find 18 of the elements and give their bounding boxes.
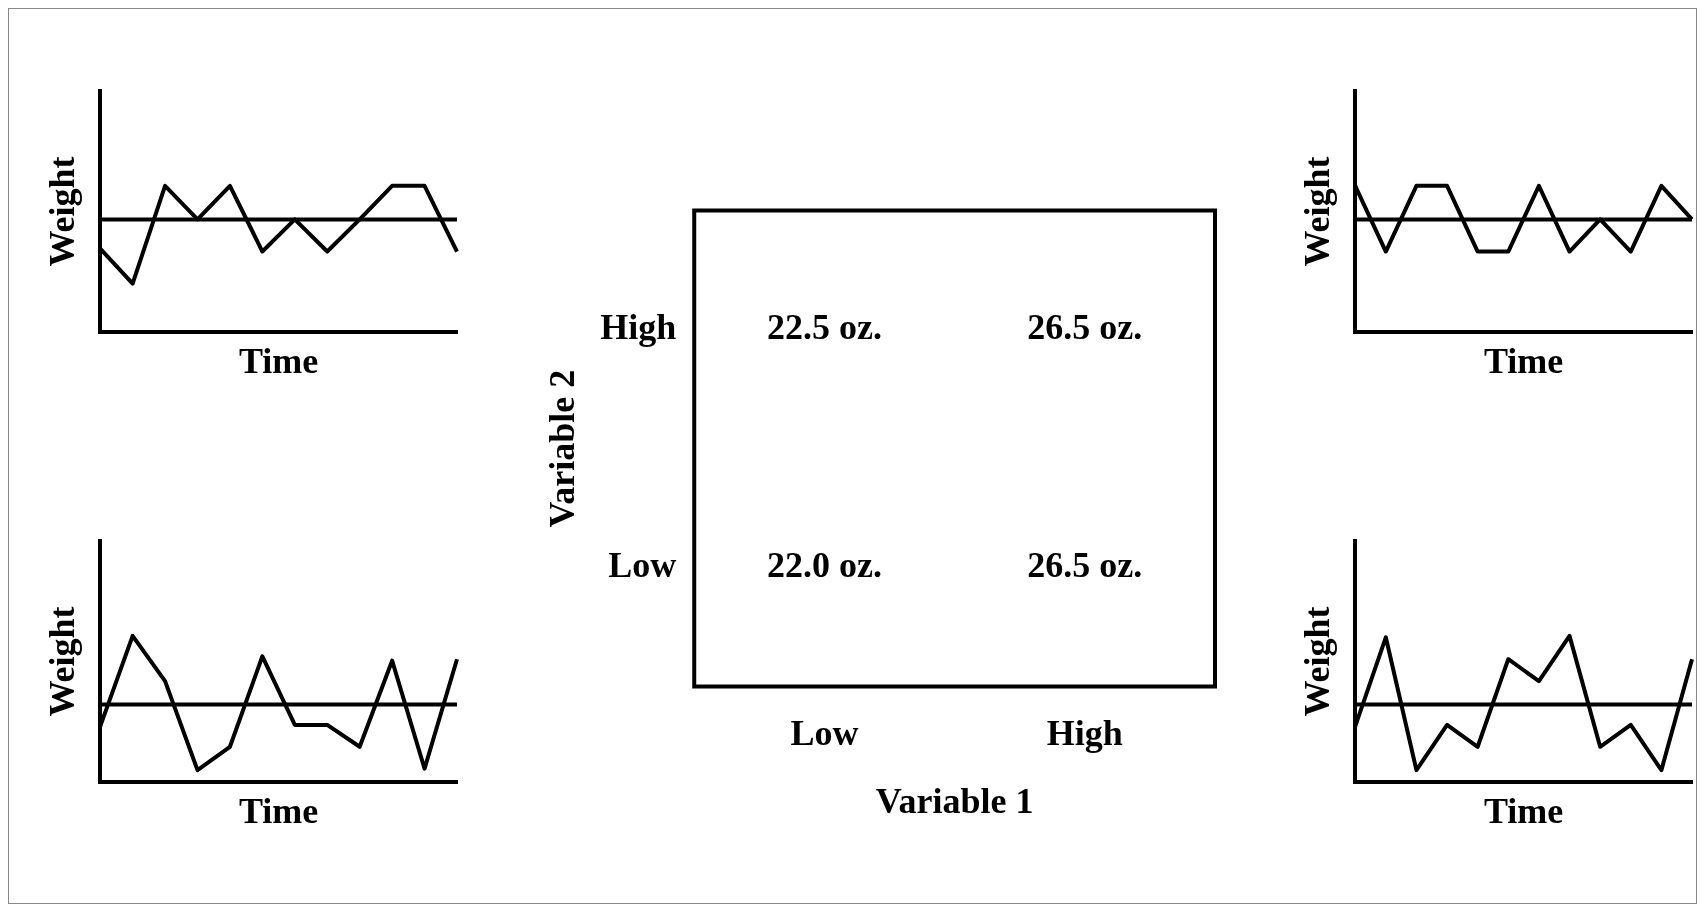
y-axis-title: Weight bbox=[1296, 606, 1337, 717]
text: Variable 1 bbox=[875, 780, 1034, 821]
category-label: High bbox=[600, 306, 677, 347]
category-label: Low bbox=[790, 713, 859, 754]
y-axis-title: Weight bbox=[41, 606, 82, 717]
text: 22.5 oz. bbox=[766, 306, 882, 347]
y-axis-title: Weight bbox=[1296, 156, 1337, 267]
category-label: High bbox=[1046, 713, 1123, 754]
x-axis-title: Time bbox=[238, 340, 319, 381]
category-label: Low bbox=[608, 544, 677, 585]
text: 26.5 oz. bbox=[1027, 306, 1143, 347]
x-axis-title: Time bbox=[1483, 790, 1564, 831]
x-axis-title: Time bbox=[238, 790, 319, 831]
text: 22.0 oz. bbox=[766, 544, 882, 585]
y-axis-title: Weight bbox=[41, 156, 82, 267]
x-axis-title: Time bbox=[1483, 340, 1564, 381]
text: 26.5 oz. bbox=[1027, 544, 1143, 585]
text: Variable 2 bbox=[541, 369, 582, 528]
